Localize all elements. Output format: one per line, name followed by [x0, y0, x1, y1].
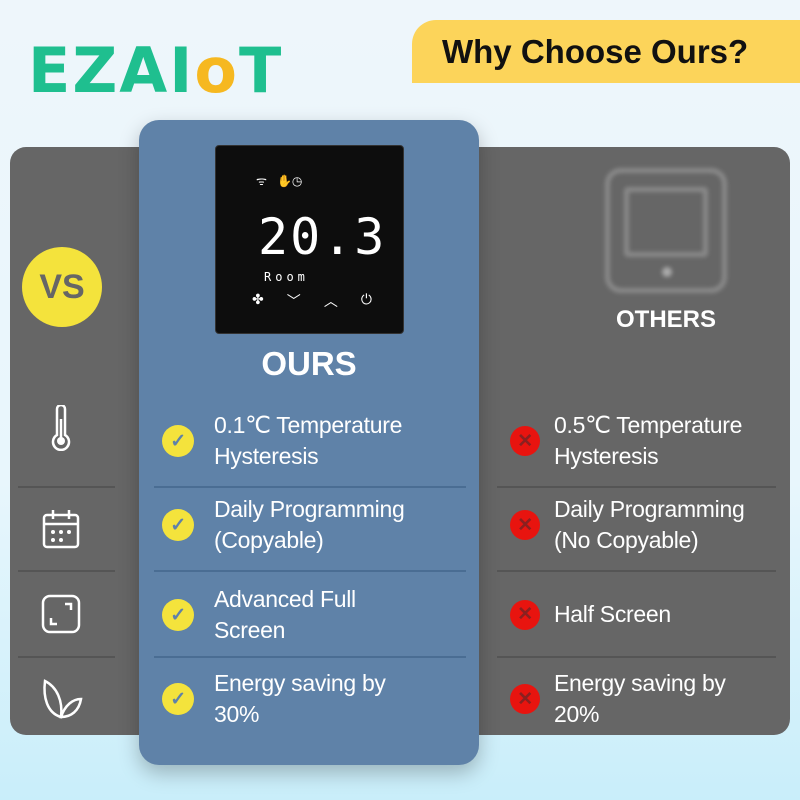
ours-feature-2: ✓ Daily Programming (Copyable) — [162, 494, 405, 556]
headline: Why Choose Ours? — [442, 32, 749, 70]
thermometer-icon — [38, 405, 84, 451]
divider — [18, 570, 115, 572]
other-device-image — [605, 168, 727, 293]
calendar-icon — [38, 506, 84, 552]
feature-text: Hysteresis — [554, 443, 659, 469]
fullscreen-icon — [38, 591, 84, 637]
ours-feature-3: ✓ Advanced Full Screen — [162, 584, 356, 646]
wifi-clock-icons: ᯤ ✋◷ — [256, 174, 303, 188]
chevron-up-icon: ︿ — [323, 293, 338, 309]
feature-text: Advanced Full — [214, 586, 356, 612]
brand-logo: EZAIoT — [28, 34, 284, 107]
cross-icon: ✕ — [510, 426, 540, 456]
feature-text: (No Copyable) — [554, 527, 699, 553]
feature-text: Half Screen — [554, 601, 671, 627]
device-temperature: 20.3 — [258, 208, 387, 266]
device-room-label: Room — [264, 270, 309, 284]
chevron-down-icon: ﹀ — [286, 293, 301, 309]
divider — [497, 570, 776, 572]
cross-icon: ✕ — [510, 684, 540, 714]
thermostat-image: ᯤ ✋◷ 20.3 Room ✤ ﹀ ︿ ⏻ — [215, 145, 404, 334]
check-icon: ✓ — [162, 683, 194, 715]
divider — [154, 486, 466, 488]
divider — [18, 656, 115, 658]
feature-text: 0.1℃ Temperature — [214, 412, 403, 438]
divider — [18, 486, 115, 488]
vs-badge: VS — [22, 247, 102, 327]
feature-text: Energy saving by — [214, 670, 386, 696]
device-buttons: ✤ ﹀ ︿ ⏻ — [252, 291, 372, 311]
others-feature-1: ✕ 0.5℃ Temperature Hysteresis — [510, 410, 742, 472]
headline-banner: Why Choose Ours? — [412, 20, 800, 83]
others-title: OTHERS — [615, 306, 716, 333]
leaf-icon — [38, 675, 84, 721]
cross-icon: ✕ — [510, 510, 540, 540]
cross-icon: ✕ — [510, 599, 540, 630]
ours-feature-1: ✓ 0.1℃ Temperature Hysteresis — [162, 410, 402, 472]
feature-text: Daily Programming — [214, 496, 405, 522]
others-feature-3: ✕ Half Screen — [510, 599, 671, 630]
feature-text: 20% — [554, 701, 600, 727]
feature-text: Hysteresis — [214, 443, 319, 469]
others-feature-2: ✕ Daily Programming (No Copyable) — [510, 494, 745, 556]
feature-text: Energy saving by — [554, 670, 726, 696]
divider — [497, 486, 776, 488]
divider — [497, 656, 776, 658]
others-feature-4: ✕ Energy saving by 20% — [510, 668, 726, 730]
feature-text: Daily Programming — [554, 496, 745, 522]
divider — [154, 570, 466, 572]
check-icon: ✓ — [162, 425, 194, 457]
ours-feature-4: ✓ Energy saving by 30% — [162, 668, 386, 730]
power-icon: ⏻ — [360, 291, 372, 307]
divider — [154, 656, 466, 658]
fan-icon: ✤ — [252, 291, 264, 307]
feature-text: 30% — [214, 701, 260, 727]
feature-text: 0.5℃ Temperature — [554, 412, 743, 438]
feature-text: (Copyable) — [214, 527, 324, 553]
check-icon: ✓ — [162, 509, 194, 541]
feature-text: Screen — [214, 617, 286, 643]
ours-title: OURS — [261, 345, 357, 382]
check-icon: ✓ — [162, 599, 194, 631]
